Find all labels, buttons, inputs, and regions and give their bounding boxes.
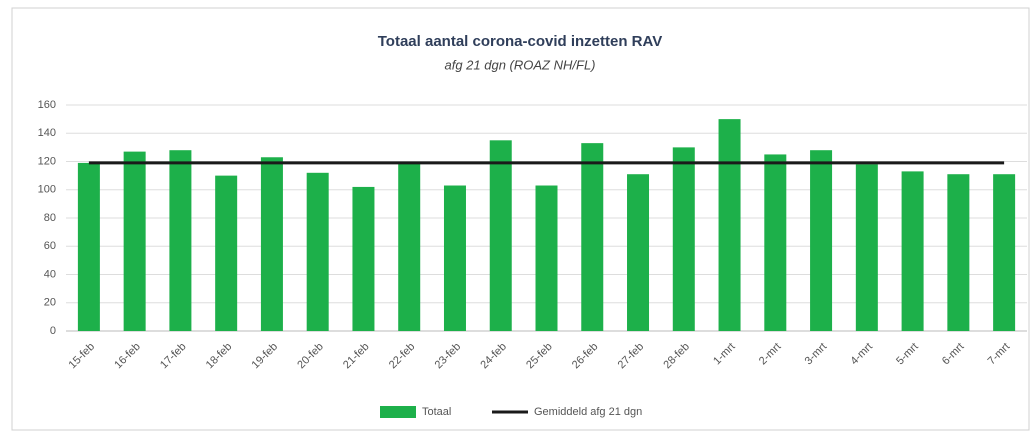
bar (260, 157, 283, 331)
y-tick-label: 80 (44, 212, 56, 224)
bar (901, 171, 924, 331)
chart-title: Totaal aantal corona-covid inzetten RAV (378, 33, 663, 50)
y-tick-label: 100 (38, 184, 56, 196)
bar (993, 174, 1016, 331)
bar (169, 150, 192, 331)
bar (672, 147, 695, 331)
bar (855, 164, 878, 331)
bar (489, 140, 512, 331)
bar (581, 143, 604, 331)
y-tick-label: 160 (38, 99, 56, 111)
bar (215, 175, 238, 331)
bar (398, 162, 421, 331)
bar (718, 119, 741, 331)
bar (352, 186, 375, 331)
y-tick-label: 0 (50, 325, 56, 337)
bar (627, 174, 650, 331)
legend-swatch (380, 406, 416, 418)
bar (810, 150, 833, 331)
bar (535, 185, 558, 331)
y-tick-label: 140 (38, 127, 56, 139)
y-tick-label: 120 (38, 155, 56, 167)
legend-label: Gemiddeld afg 21 dgn (534, 406, 642, 418)
bar (306, 172, 329, 331)
legend-label: Totaal (422, 406, 451, 418)
bar (947, 174, 970, 331)
bar (77, 162, 100, 331)
bar (443, 185, 466, 331)
bar (123, 151, 146, 331)
y-tick-label: 40 (44, 268, 56, 280)
bar (764, 154, 787, 331)
y-tick-label: 20 (44, 297, 56, 309)
chart-subtitle: afg 21 dgn (ROAZ NH/FL) (445, 57, 596, 72)
y-tick-label: 60 (44, 240, 56, 252)
